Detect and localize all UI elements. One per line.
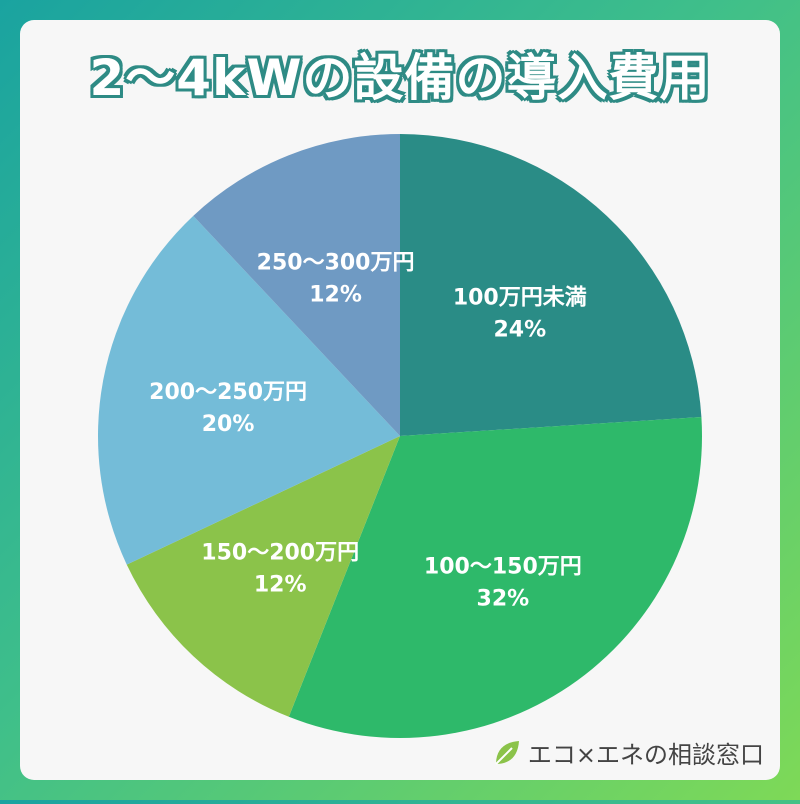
slice-percent-4: 12% xyxy=(309,282,362,307)
brand-logo: エコ×エネの相談窓口 xyxy=(492,735,764,770)
slice-label-4: 250〜300万円 xyxy=(257,250,415,275)
slice-label-0: 100万円未満 xyxy=(453,284,587,310)
slice-label-2: 150〜200万円 xyxy=(201,541,359,566)
slice-label-1: 100〜150万円 xyxy=(424,555,582,580)
slice-percent-0: 24% xyxy=(493,317,546,342)
slice-label-3: 200〜250万円 xyxy=(149,380,307,405)
brand-text: エコ×エネの相談窓口 xyxy=(528,735,764,770)
slice-percent-2: 12% xyxy=(254,573,307,598)
slice-percent-3: 20% xyxy=(202,412,255,437)
slice-percent-1: 32% xyxy=(477,587,530,612)
leaf-icon xyxy=(492,738,522,768)
